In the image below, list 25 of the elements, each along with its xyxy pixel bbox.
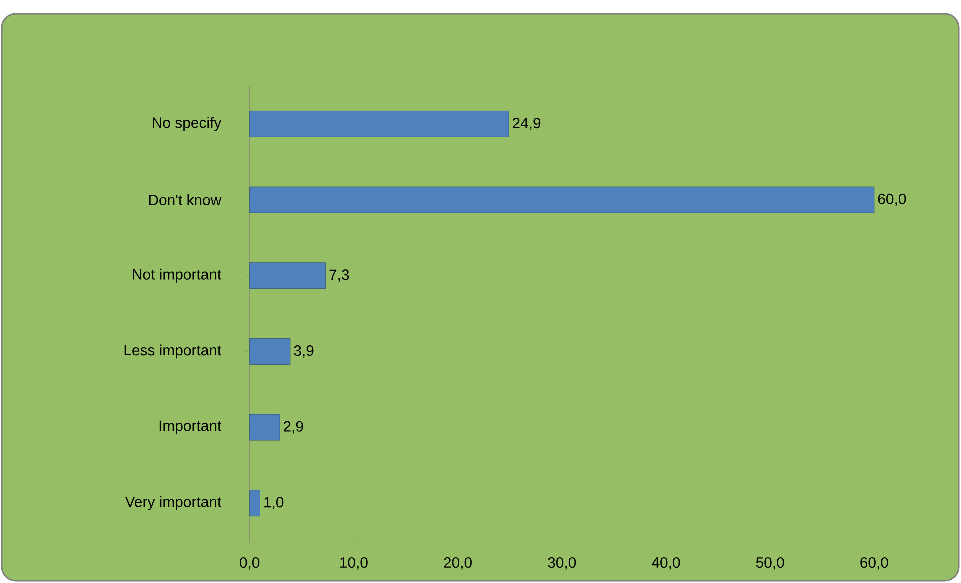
bar — [250, 186, 875, 214]
x-tick-label: 0,0 — [240, 557, 260, 570]
data-label: 7,3 — [330, 270, 350, 282]
y-tick-label: Very important — [125, 496, 222, 510]
y-tick-label: Don't know — [149, 194, 222, 206]
data-label: 3,9 — [294, 346, 314, 358]
x-tick-label: 40,0 — [652, 557, 680, 570]
bar — [250, 111, 510, 138]
x-tick-label: 20,0 — [444, 557, 472, 570]
data-label: 2,9 — [284, 421, 304, 434]
data-label: 1,0 — [264, 497, 284, 510]
y-tick-label: Important — [160, 420, 222, 434]
x-tick-label: 60,0 — [860, 557, 888, 570]
x-tick-label: 30,0 — [548, 557, 576, 570]
bar — [250, 338, 291, 365]
x-tick-label: 10,0 — [340, 557, 368, 570]
bar — [250, 490, 260, 517]
y-tick-label: Less important — [124, 344, 222, 359]
bar — [250, 414, 280, 441]
y-tick-label: Not important — [133, 268, 222, 283]
x-tick-label: 50,0 — [756, 557, 784, 570]
y-tick-label: No specify — [153, 117, 222, 132]
data-label: 24,9 — [512, 118, 541, 130]
bar — [250, 262, 326, 290]
data-label: 60,0 — [878, 194, 906, 206]
